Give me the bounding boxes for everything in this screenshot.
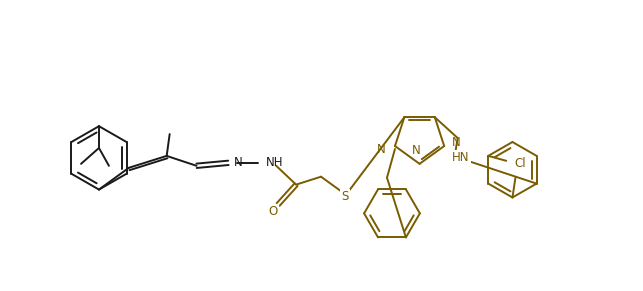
Text: NH: NH xyxy=(266,156,284,169)
Text: N: N xyxy=(233,156,242,169)
Text: N: N xyxy=(412,144,421,157)
Text: HN: HN xyxy=(452,151,469,164)
Text: O: O xyxy=(269,205,278,218)
Text: N: N xyxy=(452,136,461,149)
Text: Cl: Cl xyxy=(514,157,526,170)
Text: S: S xyxy=(341,190,349,203)
Text: N: N xyxy=(377,143,386,155)
